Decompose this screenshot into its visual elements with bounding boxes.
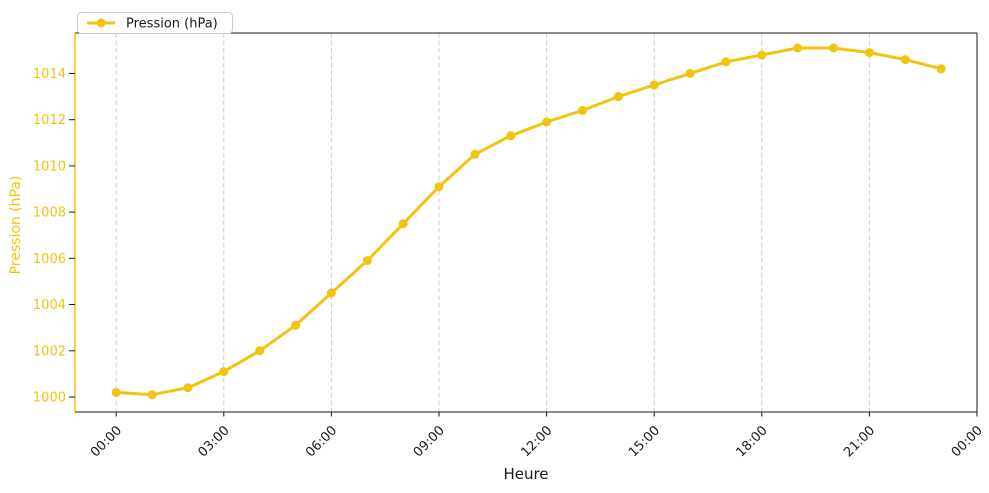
gridlines (115, 33, 978, 412)
y-tick-label: 1006 (33, 252, 66, 267)
x-tick-label: 21:00 (841, 423, 878, 460)
data-point-marker (542, 117, 552, 127)
data-point-marker (936, 64, 946, 74)
legend-label: Pression (hPa) (126, 17, 218, 32)
y-axis-ticks (69, 72, 75, 398)
data-point-marker (721, 57, 731, 67)
data-point-marker (506, 131, 516, 141)
data-point-marker (362, 256, 372, 266)
x-axis-ticks (115, 412, 978, 417)
x-tick-label: 00:00 (88, 423, 125, 460)
data-point-marker (147, 390, 157, 400)
data-point-marker (470, 149, 480, 159)
x-tick-label: 18:00 (734, 423, 771, 460)
y-axis-label: Pression (hPa) (8, 176, 24, 275)
y-tick-label: 1012 (33, 113, 66, 128)
pressure-series-line (114, 46, 943, 397)
y-tick-label: 1008 (33, 206, 66, 221)
data-point-marker (291, 320, 301, 330)
data-point-marker (578, 105, 587, 115)
data-point-marker (900, 55, 910, 65)
x-tick-label: 03:00 (196, 423, 233, 460)
pressure-series-markers (111, 43, 946, 400)
data-point-marker (829, 43, 838, 53)
y-tick-label: 1002 (33, 344, 66, 359)
legend-marker-icon (96, 18, 106, 28)
data-point-marker (613, 92, 623, 102)
data-point-marker (183, 383, 193, 393)
data-point-marker (219, 367, 229, 377)
data-point-marker (685, 68, 695, 78)
x-axis-label: Heure (503, 465, 548, 483)
data-point-marker (864, 48, 874, 58)
legend-box (77, 12, 233, 34)
data-point-marker (326, 288, 336, 298)
x-tick-label: 15:00 (626, 423, 663, 460)
y-tick-label: 1014 (33, 67, 66, 82)
y-tick-label: 1000 (33, 391, 66, 406)
data-point-marker (757, 50, 767, 60)
x-tick-label: 12:00 (518, 423, 555, 460)
y-tick-label: 1004 (33, 298, 66, 313)
data-point-marker (649, 80, 659, 90)
x-axis-tick-labels: 00:00 03:00 06:00 09:00 12:00 15:00 18:00 21:00… (88, 423, 986, 460)
x-tick-label: 00:00 (949, 423, 986, 460)
y-axis-tick-labels: 1000 1002 1004 1006 1008 1010 1012 1014 (33, 67, 66, 406)
x-tick-label: 09:00 (411, 423, 448, 460)
data-point-marker (793, 43, 803, 53)
x-tick-label: 06:00 (303, 423, 340, 460)
data-point-marker (255, 346, 265, 356)
y-tick-label: 1010 (33, 159, 66, 174)
data-point-marker (434, 182, 444, 192)
data-point-marker (398, 219, 408, 229)
legend: Pression (hPa) (77, 12, 233, 34)
data-point-marker (111, 387, 121, 397)
